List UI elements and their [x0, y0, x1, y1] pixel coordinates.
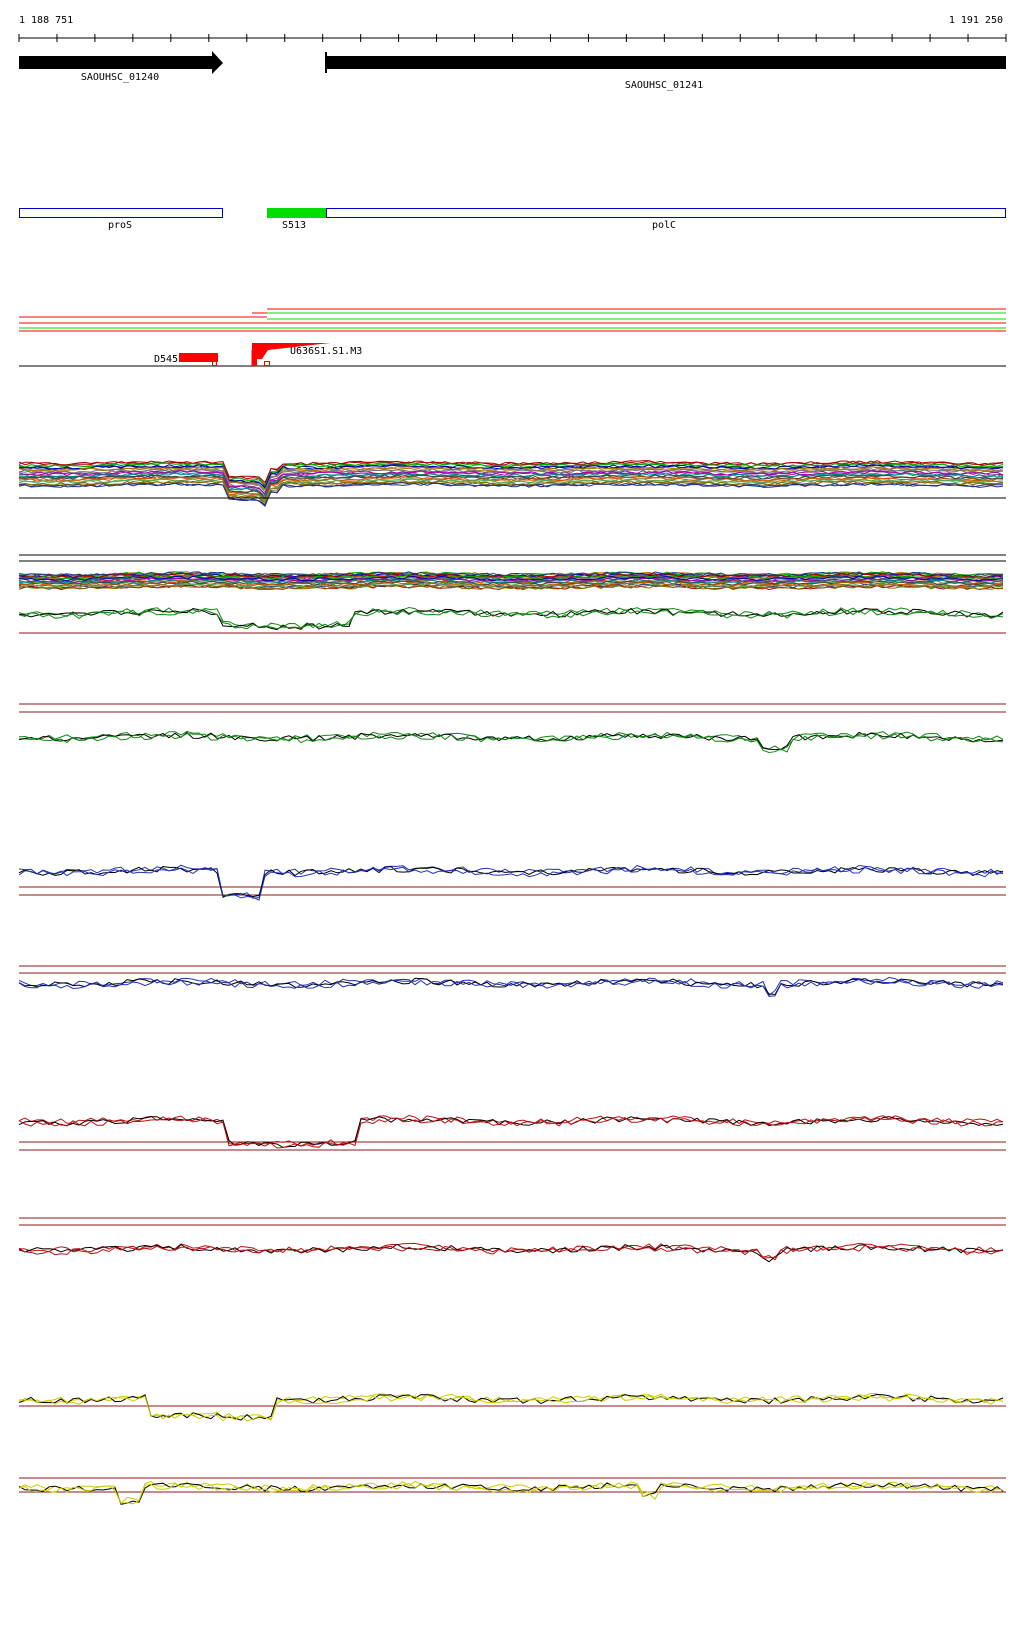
profile-line	[18, 480, 1004, 504]
gene-bar-saouhsc-01241[interactable]	[326, 56, 1006, 69]
profile-line	[18, 1244, 1004, 1259]
gene-label-saouhsc-01241: SAOUHSC_01241	[625, 80, 703, 91]
profile-line	[18, 464, 1004, 488]
annotation-label-pros: proS	[108, 220, 132, 231]
profile-line	[18, 732, 1004, 754]
profile-panel-red-2	[18, 1217, 1006, 1263]
gene-label-saouhsc-01240: SAOUHSC_01240	[81, 72, 159, 83]
ruler-ticks	[18, 34, 1007, 42]
profile-line	[18, 978, 1004, 997]
profile-line	[18, 608, 1004, 630]
annotation-pros[interactable]	[19, 208, 223, 218]
profile-line	[18, 577, 1004, 583]
profile-line	[18, 1117, 1004, 1149]
profile-line	[18, 574, 1004, 580]
profile-line	[18, 571, 1004, 577]
profile-line	[18, 1482, 1004, 1505]
profile-line	[18, 476, 1004, 501]
ruler-end-label: 1 191 250	[949, 15, 1003, 26]
profile-line	[18, 462, 1004, 487]
feature-u636[interactable]	[252, 343, 330, 366]
profile-line	[18, 865, 1004, 899]
profile-line	[18, 583, 1004, 589]
profile-line	[18, 607, 1004, 631]
profile-line	[18, 606, 1004, 629]
feature-track: D545 U636S1.S1.M3	[19, 343, 1006, 367]
coordinate-ruler: 1 188 751 1 191 250	[18, 15, 1007, 42]
profile-line	[18, 976, 1004, 997]
profile-panel-green-1	[18, 606, 1006, 705]
profile-line	[18, 1394, 1004, 1422]
segment-track	[19, 308, 1006, 332]
annotation-label-s513: S513	[282, 220, 306, 231]
profile-panel-red-1	[18, 1114, 1006, 1151]
annotation-track: proS S513 polC	[19, 208, 1006, 231]
profile-line	[18, 466, 1004, 491]
profile-panel-blue-1	[18, 864, 1006, 901]
profile-line	[18, 468, 1004, 494]
feature-u636-marker	[264, 361, 270, 366]
profile-panel-multicolor-1	[18, 460, 1006, 562]
feature-d545-marker	[212, 361, 217, 366]
profile-line	[18, 470, 1004, 496]
feature-label-u636-overlap: U636S1.S1.M3	[290, 346, 362, 357]
profile-panel-multicolor-2	[18, 571, 1004, 591]
profile-line	[18, 575, 1004, 582]
profile-line	[18, 1243, 1004, 1263]
gene-track: SAOUHSC_01240 SAOUHSC_01241	[19, 51, 1006, 91]
annotation-polc[interactable]	[326, 208, 1006, 218]
expression-profiles	[18, 460, 1006, 1505]
gene-arrow-saouhsc-01240[interactable]	[19, 51, 223, 74]
ruler-start-label: 1 188 751	[19, 15, 73, 26]
profile-panel-yellow-1	[18, 1392, 1006, 1422]
profile-line	[18, 464, 1004, 490]
profile-line	[18, 466, 1004, 491]
annotation-s513[interactable]	[267, 208, 326, 218]
profile-panel-green-2	[18, 711, 1006, 754]
annotation-label-polc: polC	[652, 220, 676, 231]
profile-line	[18, 482, 1004, 508]
profile-panel-blue-2	[18, 965, 1006, 997]
profile-line	[18, 731, 1004, 751]
profile-line	[18, 584, 1004, 591]
profile-line	[18, 1116, 1004, 1148]
feature-d545[interactable]	[179, 353, 218, 362]
profile-line	[18, 572, 1004, 579]
profile-line	[18, 977, 1004, 996]
profile-line	[18, 1242, 1004, 1261]
profile-line	[18, 1114, 1004, 1147]
profile-line	[18, 730, 1004, 751]
feature-label-d545: D545	[154, 354, 178, 365]
profile-panel-yellow-2	[18, 1477, 1006, 1505]
profile-line	[18, 866, 1004, 901]
